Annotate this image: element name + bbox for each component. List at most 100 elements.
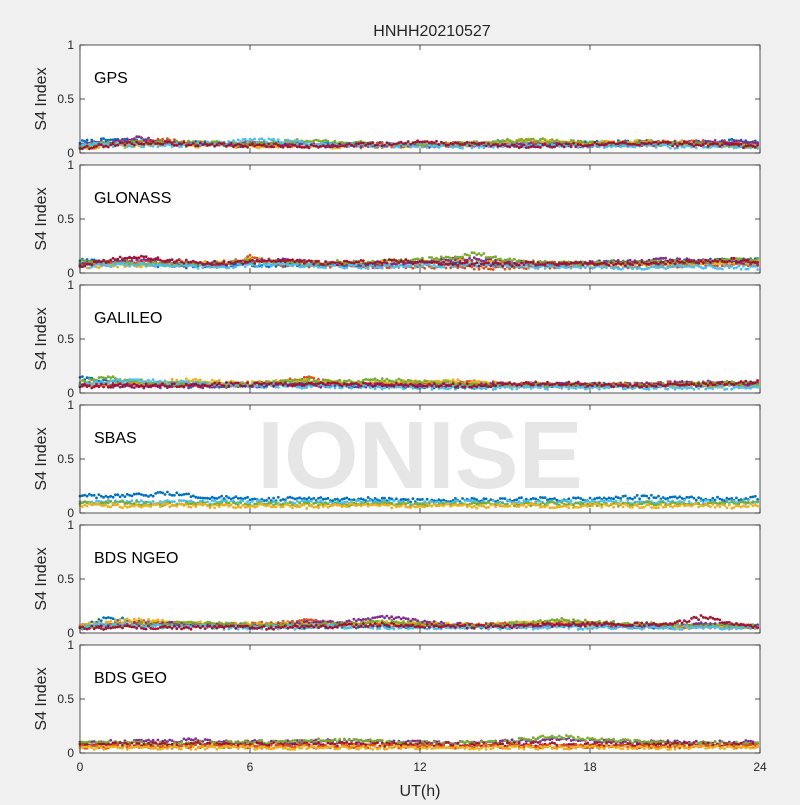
- data-point: [563, 146, 566, 149]
- data-point: [364, 144, 367, 147]
- data-point: [612, 263, 615, 266]
- data-point: [704, 266, 707, 269]
- data-point: [511, 264, 514, 267]
- data-point: [206, 141, 209, 144]
- data-point: [350, 261, 353, 264]
- data-point: [336, 259, 339, 262]
- data-point: [747, 142, 750, 145]
- data-point: [331, 143, 334, 146]
- data-point: [86, 141, 89, 144]
- data-point: [81, 375, 84, 378]
- data-point: [716, 268, 719, 271]
- data-point: [178, 142, 181, 145]
- data-point: [508, 146, 511, 149]
- data-point: [650, 259, 653, 262]
- data-point: [508, 139, 511, 142]
- data-point: [471, 259, 474, 262]
- data-point: [360, 146, 363, 149]
- data-point: [397, 146, 400, 149]
- data-point: [161, 260, 164, 263]
- data-point: [685, 262, 688, 265]
- data-point: [86, 145, 89, 148]
- data-point: [102, 259, 105, 262]
- data-point: [468, 257, 471, 260]
- data-point: [681, 145, 684, 148]
- data-point: [412, 141, 415, 144]
- data-point: [98, 263, 101, 266]
- data-point: [116, 144, 119, 147]
- data-point: [140, 263, 143, 266]
- data-point: [152, 258, 155, 261]
- data-point: [171, 146, 174, 149]
- data-point: [525, 264, 528, 267]
- data-point: [636, 139, 639, 142]
- data-point: [286, 264, 289, 267]
- data-point: [558, 145, 561, 148]
- data-point: [525, 142, 528, 145]
- data-point: [482, 141, 485, 144]
- data-point: [197, 267, 200, 270]
- data-point: [353, 262, 356, 265]
- data-point: [565, 142, 568, 145]
- data-point: [582, 141, 585, 144]
- data-point: [400, 259, 403, 262]
- data-point: [449, 380, 452, 383]
- data-point: [662, 261, 665, 264]
- data-point: [456, 378, 459, 381]
- data-point: [135, 264, 138, 267]
- data-point: [702, 139, 705, 142]
- data-point: [206, 143, 209, 146]
- data-point: [353, 145, 356, 148]
- data-point: [83, 140, 86, 143]
- data-point: [641, 261, 644, 264]
- data-point: [523, 146, 526, 149]
- data-point: [655, 261, 658, 264]
- data-point: [674, 262, 677, 265]
- data-point: [185, 259, 188, 262]
- data-point: [265, 260, 268, 263]
- data-point: [421, 257, 424, 260]
- data-point: [435, 257, 438, 260]
- data-point: [164, 144, 167, 147]
- data-point: [277, 144, 280, 147]
- data-point: [416, 261, 419, 264]
- data-point: [180, 145, 183, 148]
- data-point: [327, 140, 330, 143]
- data-point: [303, 376, 306, 379]
- data-point: [511, 259, 514, 262]
- data-point: [121, 141, 124, 144]
- data-point: [383, 144, 386, 147]
- data-point: [527, 267, 530, 270]
- data-point: [744, 145, 747, 148]
- data-point: [478, 258, 481, 261]
- data-point: [407, 140, 410, 143]
- data-point: [537, 261, 540, 264]
- data-point: [223, 260, 226, 263]
- data-point: [90, 144, 93, 147]
- data-point: [308, 262, 311, 265]
- data-point: [534, 263, 537, 266]
- data-point: [357, 142, 360, 145]
- data-point: [714, 145, 717, 148]
- data-point: [416, 139, 419, 142]
- data-point: [324, 266, 327, 269]
- data-point: [726, 261, 729, 264]
- data-point: [201, 266, 204, 269]
- data-point: [357, 261, 360, 264]
- data-point: [173, 264, 176, 267]
- data-point: [638, 144, 641, 147]
- data-point: [733, 147, 736, 150]
- data-point: [268, 138, 271, 141]
- data-point: [539, 263, 542, 266]
- data-point: [216, 144, 219, 147]
- data-point: [393, 259, 396, 262]
- data-point: [608, 141, 611, 144]
- data-point: [256, 141, 259, 144]
- data-point: [404, 142, 407, 145]
- data-point: [636, 141, 639, 144]
- data-point: [721, 268, 724, 271]
- data-point: [164, 264, 167, 267]
- data-point: [149, 264, 152, 267]
- data-point: [357, 267, 360, 270]
